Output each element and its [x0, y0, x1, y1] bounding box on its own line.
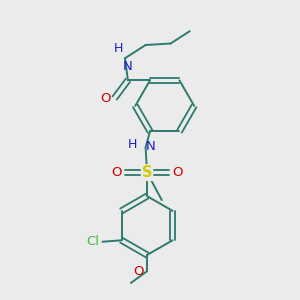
Text: Cl: Cl	[86, 235, 100, 248]
Text: O: O	[100, 92, 111, 104]
Text: O: O	[133, 265, 143, 278]
Text: N: N	[123, 60, 133, 73]
Text: S: S	[142, 165, 152, 180]
Text: O: O	[173, 166, 183, 179]
Text: N: N	[146, 140, 155, 153]
Text: H: H	[128, 138, 137, 151]
Text: H: H	[114, 42, 123, 55]
Text: O: O	[111, 166, 122, 179]
